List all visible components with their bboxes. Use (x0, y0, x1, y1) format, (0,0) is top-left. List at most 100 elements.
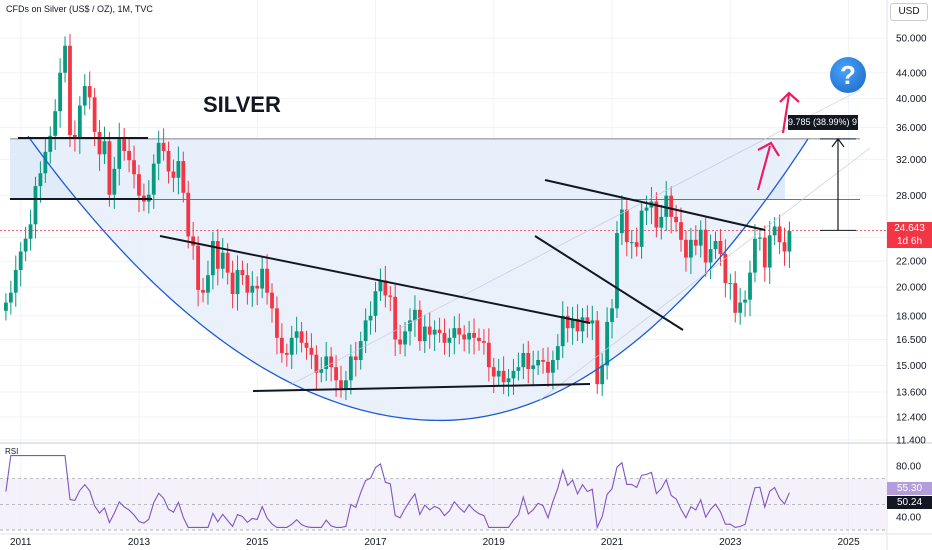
price-tick-label: 15.000 (896, 361, 927, 372)
candle-body (555, 346, 560, 360)
candle-body (4, 302, 8, 311)
candle-body (117, 137, 122, 169)
candle-body (353, 356, 358, 360)
candle-body (206, 275, 210, 293)
trend-line (159, 235, 591, 324)
price-tick-label: 12.400 (896, 413, 927, 424)
candle-body (279, 337, 284, 353)
candle-body (674, 216, 678, 223)
candle-body (137, 174, 141, 196)
silver-label: SILVER (203, 92, 281, 117)
candle-body (595, 320, 600, 385)
candles (4, 33, 792, 401)
candle-body (482, 341, 486, 343)
price-tick-label: 32.000 (896, 155, 927, 166)
candle-body (196, 245, 200, 290)
candle-body (294, 331, 299, 338)
candle-body (112, 168, 117, 195)
arrow-head-2 (779, 91, 800, 103)
candle-body (713, 240, 718, 250)
measure-arrowhead (831, 137, 845, 148)
price-tick-label: 44.000 (896, 68, 927, 79)
candle-body (536, 359, 541, 366)
candle-body (260, 268, 265, 289)
candle-body (693, 239, 698, 246)
candle-body (225, 252, 230, 273)
candle-body (230, 272, 235, 295)
candle-body (590, 320, 595, 324)
candle-body (708, 249, 713, 263)
candle-body (171, 171, 176, 178)
price-tick-label: 50.000 (896, 34, 927, 45)
rsi-tick-label: 80.00 (896, 461, 921, 472)
candle-body (531, 365, 536, 370)
candle-body (156, 142, 161, 164)
bowl-area (28, 138, 808, 421)
candle-body (58, 72, 63, 112)
candle-body (486, 342, 491, 368)
candle-body (339, 380, 343, 389)
candle-body (368, 315, 373, 321)
candle-body (304, 342, 309, 348)
time-tick-label: 2021 (601, 537, 624, 548)
candle-body (767, 235, 772, 268)
time-tick-label: 2023 (719, 537, 742, 548)
candle-body (161, 142, 166, 151)
candle-body (255, 285, 260, 289)
candle-body (373, 291, 378, 316)
candle-body (344, 380, 348, 389)
time-tick-label: 2017 (364, 537, 387, 548)
candle-body (48, 135, 53, 152)
candle-body (427, 326, 432, 335)
candle-body (329, 356, 334, 368)
candle-body (319, 369, 324, 373)
price-tick-label: 18.000 (896, 311, 927, 322)
candle-body (565, 315, 570, 329)
candle-body (107, 141, 112, 195)
candle-body (787, 230, 792, 252)
candle-body (220, 252, 225, 269)
candle-body (684, 239, 688, 258)
candle-body (186, 192, 191, 237)
price-tick-label: 11.400 (896, 436, 926, 447)
candle-body (408, 320, 412, 332)
last-price-value: 24.643 (894, 223, 925, 234)
rsi-pane (0, 455, 887, 531)
candle-body (181, 161, 186, 193)
candle-body (615, 233, 619, 309)
rsi-tick-label: 40.00 (896, 513, 921, 524)
candle-body (605, 321, 610, 366)
rsi-ma-tag: 50.24 (887, 496, 932, 509)
candle-body (240, 270, 245, 276)
candle-body (53, 111, 58, 136)
candle-body (403, 331, 407, 345)
candle-body (235, 270, 240, 295)
candle-body (63, 45, 67, 73)
candle-body (33, 186, 38, 225)
candle-body (417, 309, 422, 342)
candle-body (77, 105, 82, 138)
bowl-curve (27, 135, 809, 422)
candle-body (472, 332, 476, 338)
candle-body (585, 317, 590, 324)
candle-body (570, 318, 575, 329)
rsi-value-tag: 55.30 (887, 482, 932, 495)
currency-button[interactable]: USD (890, 3, 928, 21)
candle-body (358, 341, 363, 360)
candle-body (619, 209, 624, 234)
time-tick-label: 2019 (483, 537, 506, 548)
candle-body (580, 317, 585, 332)
candle-body (506, 378, 511, 383)
candle-body (452, 328, 457, 338)
time-tick-label: 2011 (10, 537, 32, 548)
candle-body (284, 352, 289, 355)
symbol-title: CFDs on Silver (US$ / OZ), 1M, TVC (6, 4, 153, 14)
candle-body (669, 195, 674, 217)
candle-body (442, 332, 447, 343)
channel-line-lower (539, 147, 871, 401)
candle-body (629, 242, 634, 244)
time-tick-label: 2025 (837, 537, 860, 548)
candle-body (743, 299, 747, 303)
